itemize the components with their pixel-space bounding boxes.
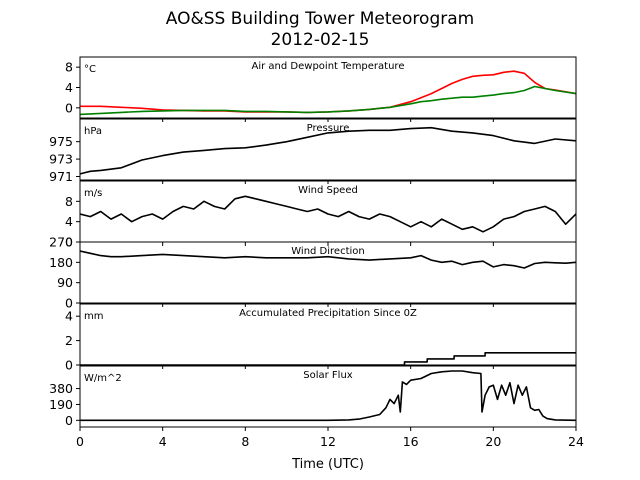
y-tick-label-2-0: 0 (65, 235, 73, 250)
y-tick-label-4-2: 4 (65, 309, 73, 324)
y-tick-label-2-1: 4 (65, 214, 73, 229)
y-tick-label-5-0: 0 (65, 413, 73, 428)
y-tick-label-3-2: 180 (49, 255, 73, 270)
panel-1: 971 973 975 hPa Pressure (49, 118, 577, 184)
panel-unit-0: °C (84, 64, 96, 75)
panel-title-2: Wind Speed (298, 185, 358, 196)
y-tick-label-5-2: 380 (49, 381, 73, 396)
y-tick-label-1-1: 973 (49, 152, 73, 167)
series-line-2-0 (80, 195, 576, 233)
series-line-4-0 (80, 351, 576, 365)
y-tick-label-4-1: 2 (65, 333, 73, 348)
x-tick-label-0: 0 (76, 434, 84, 449)
y-tick-label-1-2: 975 (49, 134, 73, 149)
panel-3: 0 90 180 270 Wind Direction (49, 235, 577, 311)
panels-group: 048 °C Air and Dewpoint Temperature9719739… (49, 56, 584, 472)
panel-title-0: Air and Dewpoint Temperature (252, 61, 405, 72)
panel-title-3: Wind Direction (291, 246, 365, 257)
y-tick-label-2-2: 8 (65, 194, 73, 209)
panel-unit-4: mm (84, 311, 103, 322)
y-tick-label-1-0: 971 (49, 169, 73, 184)
panel-2: 0 4 8 m/s Wind Speed (65, 180, 577, 250)
x-tick-label-5: 20 (485, 434, 501, 449)
x-tick-label-3: 12 (320, 434, 336, 449)
figure-date: 2012-02-15 (271, 30, 370, 50)
x-axis-label: Time (UTC) (291, 457, 364, 472)
panel-title-5: Solar Flux (303, 370, 353, 381)
y-tick-label-5-1: 190 (49, 397, 73, 412)
series-line-3-0 (80, 250, 576, 269)
figure-title: AO&SS Building Tower Meteorogram (166, 9, 474, 29)
x-tick-label-2: 8 (241, 434, 249, 449)
y-tick-label-3-1: 90 (57, 275, 73, 290)
x-tick-label-6: 24 (568, 434, 584, 449)
panel-unit-2: m/s (84, 188, 102, 199)
series-line-1-0 (80, 126, 576, 175)
y-tick-label-0-2: 8 (65, 60, 73, 75)
y-tick-label-3-0: 0 (65, 296, 73, 311)
panel-unit-1: hPa (84, 126, 102, 137)
panel-unit-5: W/m^2 (84, 373, 122, 384)
x-tick-label-4: 16 (403, 434, 419, 449)
panel-title-4: Accumulated Precipitation Since 0Z (239, 308, 417, 319)
y-tick-label-0-0: 0 (65, 100, 73, 115)
y-tick-label-3-3: 270 (49, 235, 73, 250)
x-tick-label-1: 4 (159, 434, 167, 449)
series-line-5-0 (80, 370, 576, 422)
y-tick-label-4-0: 0 (65, 358, 73, 373)
y-tick-label-0-1: 4 (65, 80, 73, 95)
panel-title-1: Pressure (307, 123, 350, 134)
series-line-0-1 (80, 85, 576, 116)
